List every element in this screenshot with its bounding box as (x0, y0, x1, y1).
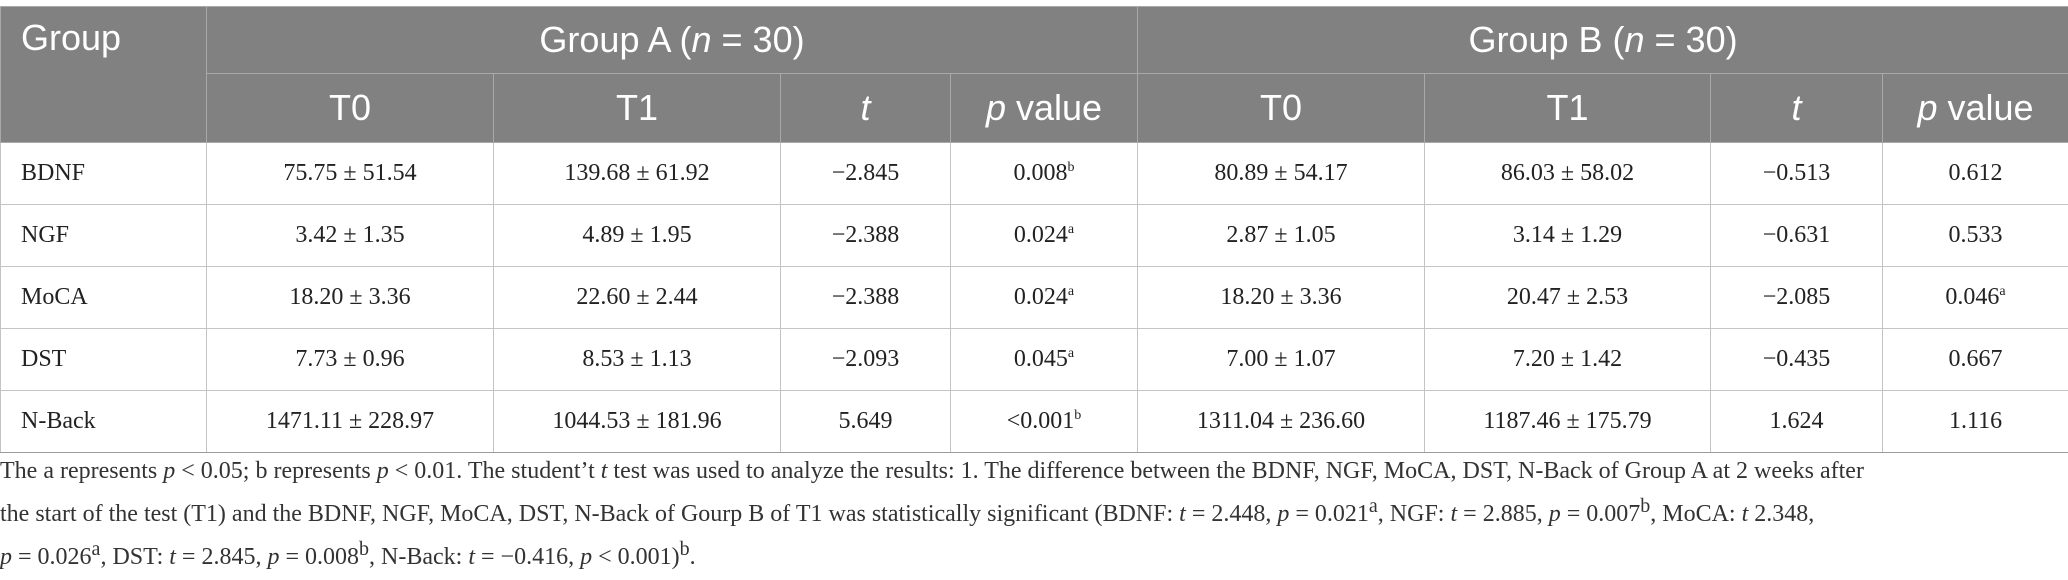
group-b-t-cell: 1.624 (1710, 390, 1883, 453)
group-a-t1-cell: 139.68 ± 61.92 (493, 142, 781, 205)
group-column-header: Group (0, 6, 207, 143)
footnote-line: The a represents p < 0.05; b represents … (0, 458, 1864, 484)
group-a-p-value-header: p value (950, 73, 1138, 143)
group-b-t1-cell: 86.03 ± 58.02 (1424, 142, 1711, 205)
table-row: DST 7.73 ± 0.96 8.53 ± 1.13 −2.093 0.045… (0, 328, 2068, 391)
group-a-p-cell: <0.001b (950, 390, 1138, 453)
group-b-t-header: t (1710, 73, 1883, 143)
group-b-header: Group B (n = 30) (1136, 6, 2068, 74)
group-b-p-cell: 0.612 (1881, 142, 2068, 205)
group-a-p-cell: 0.024a (950, 204, 1138, 267)
group-b-t1-cell: 3.14 ± 1.29 (1424, 204, 1711, 267)
row-label: DST (0, 328, 207, 391)
group-a-t-cell: 5.649 (780, 390, 951, 453)
group-b-t1-header: T1 (1424, 73, 1711, 143)
footnote-line: p = 0.026a, DST: t = 2.845, p = 0.008b, … (0, 538, 696, 570)
group-b-t0-cell: 2.87 ± 1.05 (1137, 204, 1425, 267)
row-label: NGF (0, 204, 207, 267)
group-a-t-cell: −2.845 (780, 142, 951, 205)
group-b-p-cell: 0.533 (1881, 204, 2068, 267)
group-b-t1-cell: 1187.46 ± 175.79 (1424, 390, 1711, 453)
group-a-p-cell: 0.024a (950, 266, 1138, 329)
group-a-t0-cell: 18.20 ± 3.36 (206, 266, 494, 329)
row-label: BDNF (0, 142, 207, 205)
group-b-t1-cell: 20.47 ± 2.53 (1424, 266, 1711, 329)
group-a-t0-header: T0 (206, 73, 494, 143)
group-b-t-cell: −2.085 (1710, 266, 1883, 329)
table-row: NGF 3.42 ± 1.35 4.89 ± 1.95 −2.388 0.024… (0, 204, 2068, 267)
group-b-t-cell: −0.513 (1710, 142, 1883, 205)
group-b-p-cell: 0.667 (1881, 328, 2068, 391)
row-label: MoCA (0, 266, 207, 329)
group-b-p-cell: 1.116 (1881, 390, 2068, 453)
group-a-t1-cell: 4.89 ± 1.95 (493, 204, 781, 267)
footnote-line: the start of the test (T1) and the BDNF,… (0, 495, 1815, 527)
group-a-t-header: t (780, 73, 951, 143)
group-a-header: Group A (n = 30) (206, 6, 1138, 74)
group-a-t1-cell: 1044.53 ± 181.96 (493, 390, 781, 453)
group-a-t1-cell: 22.60 ± 2.44 (493, 266, 781, 329)
row-label: N-Back (0, 390, 207, 453)
group-a-p-cell: 0.045a (950, 328, 1138, 391)
group-a-t-cell: −2.388 (780, 266, 951, 329)
group-a-t1-header: T1 (493, 73, 781, 143)
table-footnote: The a represents p < 0.05; b represents … (0, 454, 2060, 575)
table-row: BDNF 75.75 ± 51.54 139.68 ± 61.92 −2.845… (0, 142, 2068, 205)
table-row: N-Back 1471.11 ± 228.97 1044.53 ± 181.96… (0, 390, 2068, 453)
group-a-t0-cell: 7.73 ± 0.96 (206, 328, 494, 391)
group-b-t0-cell: 7.00 ± 1.07 (1137, 328, 1425, 391)
group-b-t-cell: −0.435 (1710, 328, 1883, 391)
group-a-t-cell: −2.388 (780, 204, 951, 267)
group-a-t1-cell: 8.53 ± 1.13 (493, 328, 781, 391)
table-row: MoCA 18.20 ± 3.36 22.60 ± 2.44 −2.388 0.… (0, 266, 2068, 329)
group-b-p-cell: 0.046a (1881, 266, 2068, 329)
group-a-t0-cell: 3.42 ± 1.35 (206, 204, 494, 267)
header-row-columns: T0 T1 t p value T0 T1 t p value (1, 73, 2068, 143)
group-b-t0-cell: 1311.04 ± 236.60 (1137, 390, 1425, 453)
header-row-groups: Group Group A (n = 30) Group B (n = 30) (0, 6, 2068, 143)
results-table: Group Group A (n = 30) Group B (n = 30) … (0, 6, 2068, 453)
group-a-t-cell: −2.093 (780, 328, 951, 391)
group-b-t0-cell: 80.89 ± 54.17 (1137, 142, 1425, 205)
group-b-t1-cell: 7.20 ± 1.42 (1424, 328, 1711, 391)
group-b-t0-header: T0 (1137, 73, 1425, 143)
group-a-t0-cell: 75.75 ± 51.54 (206, 142, 494, 205)
group-a-t0-cell: 1471.11 ± 228.97 (206, 390, 494, 453)
group-a-p-cell: 0.008b (950, 142, 1138, 205)
group-b-t-cell: −0.631 (1710, 204, 1883, 267)
group-b-p-value-header: p value (1881, 73, 2068, 143)
group-b-t0-cell: 18.20 ± 3.36 (1137, 266, 1425, 329)
